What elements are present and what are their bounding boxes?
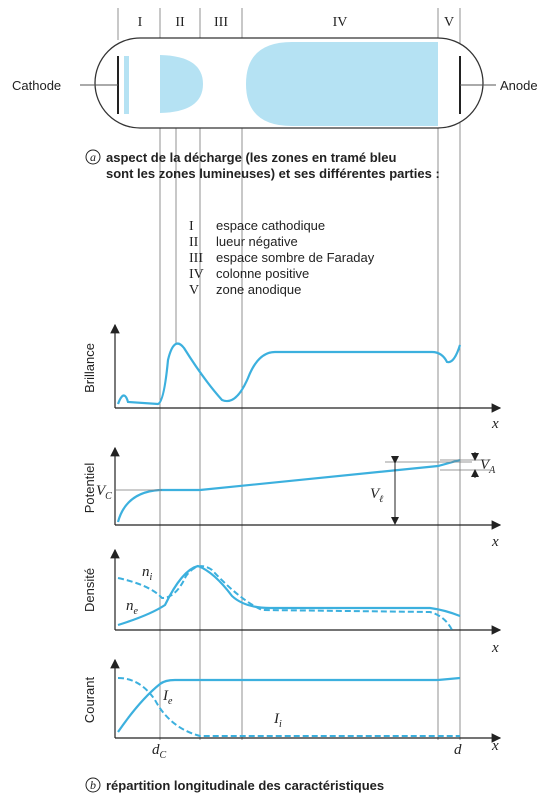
label-sub: A (488, 465, 496, 476)
zone-label: V (444, 15, 454, 30)
label-main: V (370, 486, 381, 502)
zone-label: II (175, 15, 185, 30)
curve-label: Ie (162, 688, 173, 707)
x-mark: d (454, 742, 462, 758)
label-main: d (454, 742, 462, 758)
label-sub: i (150, 572, 153, 583)
curve-label: ni (142, 564, 153, 583)
label-sub: i (279, 719, 282, 730)
label-sub: C (105, 491, 112, 502)
zone-label: I (138, 15, 143, 30)
label-main: V (96, 483, 107, 499)
curve-label: VC (96, 483, 112, 502)
x-label: x (491, 738, 499, 754)
label-main: n (126, 598, 134, 614)
label-main: I (162, 688, 169, 704)
axis-label: Courant (82, 676, 97, 723)
caption-letter: b (90, 778, 96, 792)
legend-numeral: II (189, 235, 199, 250)
label-sub: ℓ (379, 494, 383, 505)
caption-letter: a (90, 150, 96, 164)
legend-numeral: I (189, 219, 194, 234)
legend-text: espace cathodique (216, 218, 325, 233)
axis-label: Potentiel (82, 463, 97, 514)
x-mark: dC (152, 742, 167, 761)
legend-text: colonne positive (216, 266, 309, 281)
legend-numeral: III (189, 251, 203, 266)
caption-line: aspect de la décharge (les zones en tram… (106, 150, 397, 165)
label-sub: e (168, 696, 173, 707)
legend-numeral: IV (189, 267, 204, 282)
caption-line: sont les zones lumineuses) et ses différ… (106, 166, 440, 181)
x-label: x (491, 534, 499, 550)
tube (80, 37, 496, 129)
curve-label: Vℓ (370, 486, 383, 505)
curve-label: VA (480, 457, 496, 476)
label-main: d (152, 742, 160, 758)
legend-text: zone anodique (216, 282, 301, 297)
axis-label: Brillance (82, 343, 97, 393)
zone-label: III (214, 15, 228, 30)
curve-label: Ii (273, 711, 282, 730)
axes (110, 323, 502, 743)
label-sub: C (160, 750, 167, 761)
legend-text: espace sombre de Faraday (216, 250, 375, 265)
cathode-label: Cathode (12, 78, 61, 93)
label-main: n (142, 564, 150, 580)
zone-label: IV (333, 15, 348, 30)
anode-label: Anode (500, 78, 538, 93)
x-label: x (491, 640, 499, 656)
curve-label: ne (126, 598, 139, 617)
label-main: I (273, 711, 280, 727)
curves (115, 342, 490, 737)
legend-text: lueur négative (216, 234, 298, 249)
axis-label: Densité (82, 568, 97, 612)
legend-numeral: V (189, 283, 199, 298)
caption-line: répartition longitudinale des caractéris… (106, 778, 384, 793)
label-sub: e (134, 606, 139, 617)
label-main: V (480, 457, 491, 473)
x-label: x (491, 416, 499, 432)
